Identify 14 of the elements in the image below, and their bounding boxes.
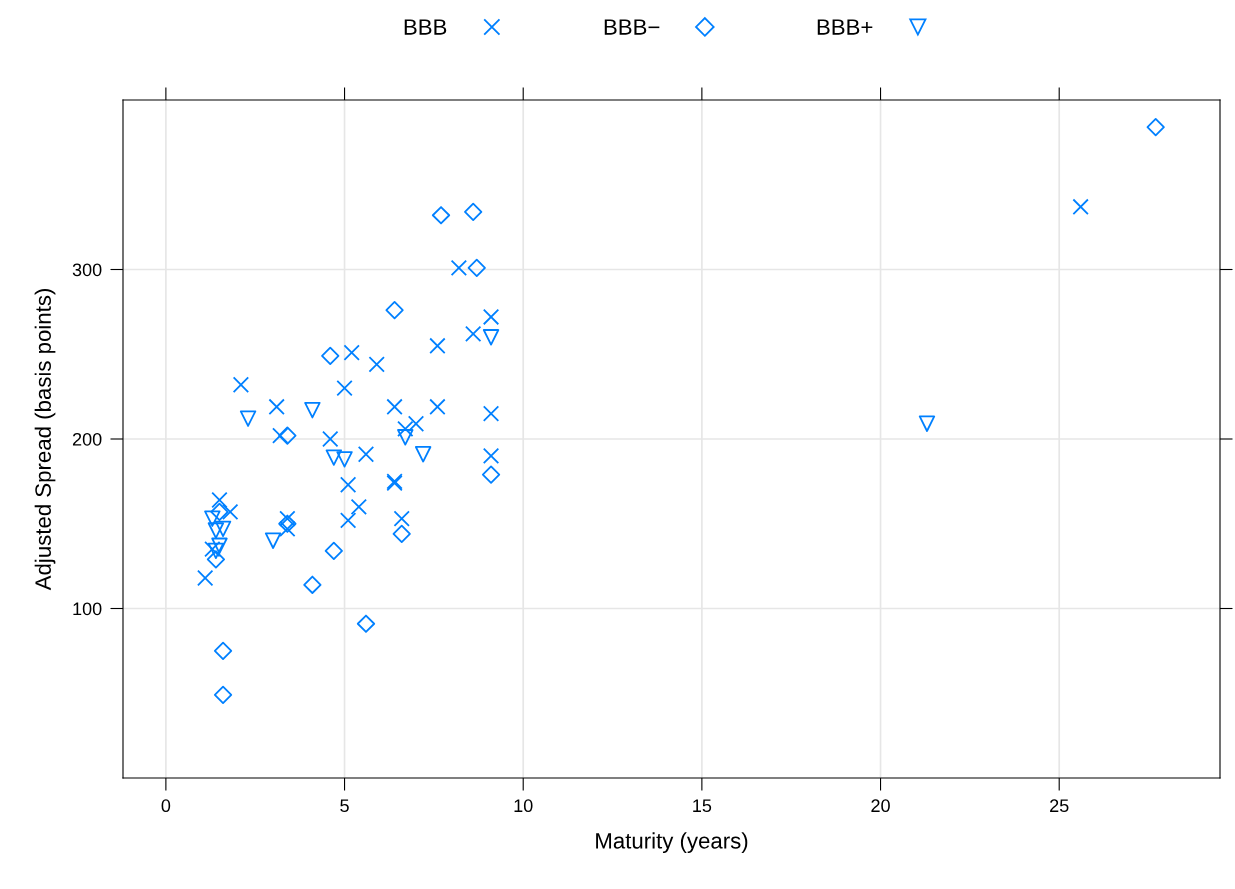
y-tick-label: 200 [72,432,102,446]
x-tick-label: 15 [693,799,712,813]
x-tick-label: 10 [514,799,533,813]
y-tick-label: 100 [73,602,102,616]
x-tick-label: 0 [161,799,171,813]
x-tick-label: 5 [340,799,349,813]
x-axis-title: Maturity (years) [596,832,748,854]
y-tick-label: 300 [72,263,102,277]
legend-label: BBB [404,19,447,35]
x-tick-label: 20 [871,799,890,813]
x-tick-label: 25 [1050,799,1069,813]
legend-label: BBB− [604,19,660,35]
y-axis-title: Adjusted Spread (basis points) [34,289,56,591]
legend-label: BBB+ [817,19,873,35]
